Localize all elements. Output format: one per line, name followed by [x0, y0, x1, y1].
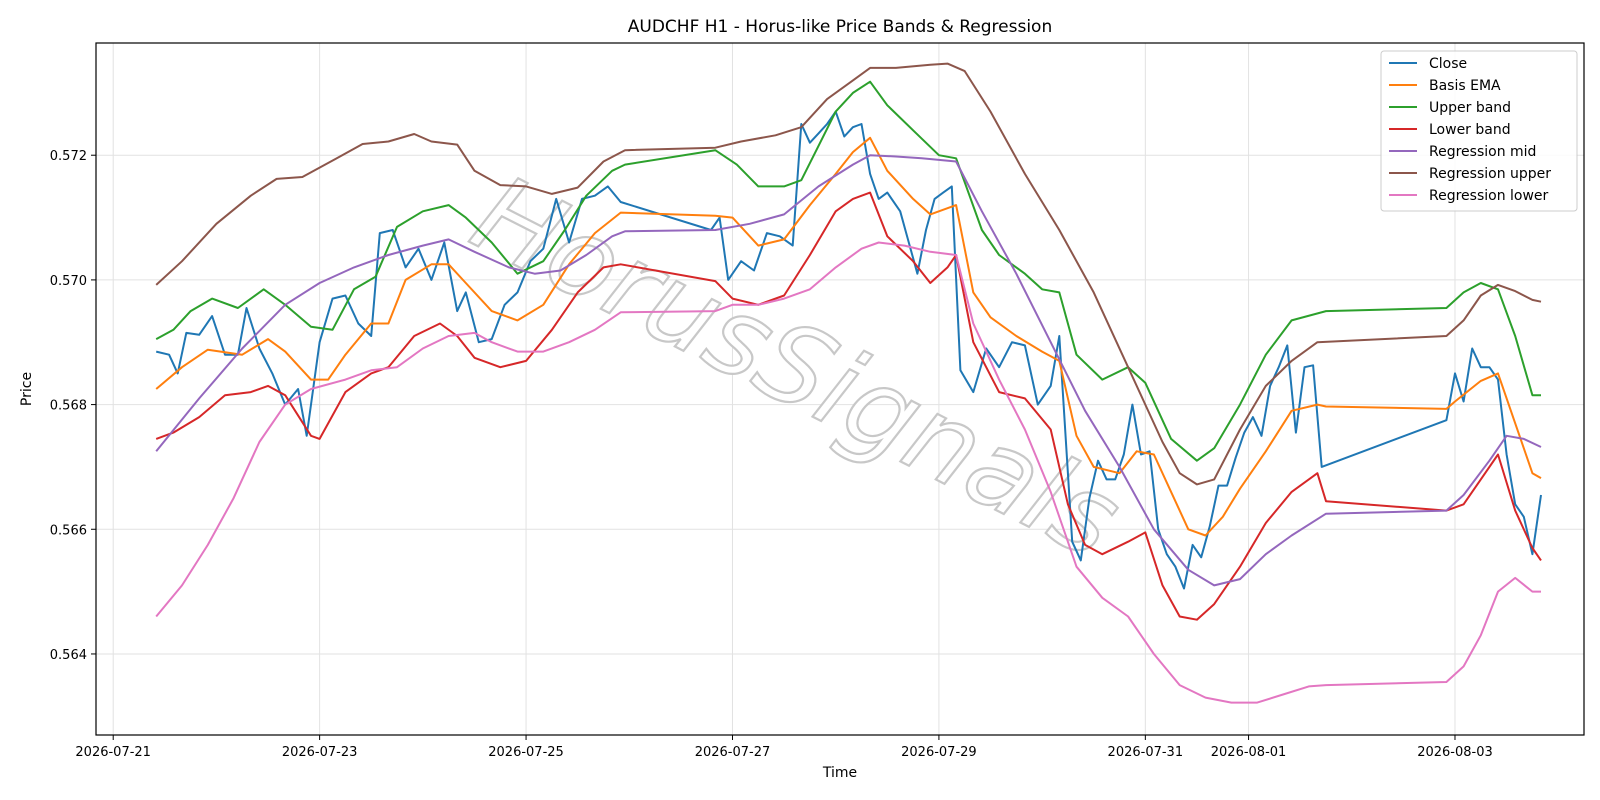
- x-tick-label: 2026-08-01: [1211, 745, 1287, 760]
- legend-label-regression-upper: Regression upper: [1429, 166, 1551, 182]
- series-line-regression-lower: [155, 241, 1541, 704]
- y-tick-label: 0.564: [50, 648, 87, 663]
- x-tick-label: 2026-07-23: [282, 745, 358, 760]
- y-tick-label: 0.572: [50, 149, 87, 164]
- legend-label-regression-mid: Regression mid: [1429, 144, 1536, 160]
- series-line-lower-band: [155, 191, 1542, 621]
- series-line-regression-mid: [155, 154, 1542, 587]
- legend-box: [1380, 50, 1578, 212]
- x-tick-label: 2026-07-27: [695, 745, 771, 760]
- y-axis: 0.564 0.566 0.568 0.570 0.572: [50, 149, 96, 663]
- plot-area-frame: [95, 42, 1585, 736]
- series-line-basis-ema: [155, 136, 1542, 537]
- plot-lines: [155, 62, 1542, 704]
- y-axis-title: Price: [19, 372, 35, 406]
- x-tick-label: 2026-07-29: [901, 745, 977, 760]
- x-axis: 2026-07-21 2026-07-23 2026-07-25 2026-07-27…: [75, 735, 1493, 760]
- series-line-upper-band: [155, 80, 1541, 462]
- x-tick-label: 2026-08-03: [1417, 745, 1493, 760]
- legend-label-close: Close: [1429, 56, 1467, 72]
- y-tick-label: 0.568: [50, 399, 87, 414]
- x-tick-label: 2026-07-25: [488, 745, 564, 760]
- series-line-regression-upper: [155, 62, 1542, 486]
- y-tick-label: 0.566: [50, 523, 87, 538]
- series-line-close: [155, 110, 1542, 590]
- legend-label-regression-lower: Regression lower: [1429, 188, 1549, 204]
- chart-title: AUDCHF H1 - Horus-like Price Bands & Reg…: [628, 17, 1052, 37]
- legend-label-basis-ema: Basis EMA: [1429, 78, 1501, 94]
- legend-label-lower-band: Lower band: [1429, 122, 1511, 138]
- x-tick-label: 2026-07-21: [75, 745, 151, 760]
- x-tick-label: 2026-07-31: [1108, 745, 1184, 760]
- legend-label-upper-band: Upper band: [1429, 100, 1511, 116]
- x-axis-title: Time: [822, 765, 857, 781]
- legend: Close Basis EMA Upper band Lower band Regres…: [1380, 50, 1578, 212]
- y-tick-label: 0.570: [50, 274, 87, 289]
